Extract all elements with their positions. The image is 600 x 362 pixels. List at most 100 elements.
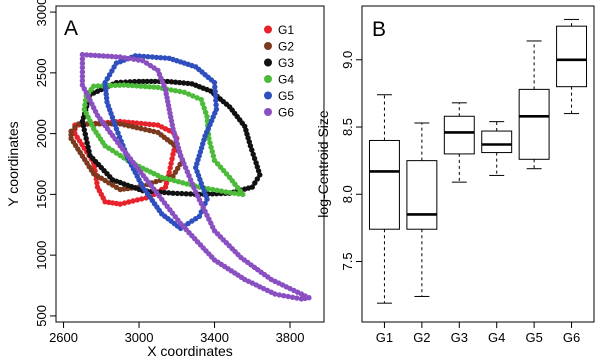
series-g4-point bbox=[175, 179, 182, 185]
series-g4-point bbox=[223, 189, 229, 195]
series-g4-point bbox=[95, 83, 101, 89]
series-g3-point bbox=[131, 78, 138, 85]
series-g6-point bbox=[294, 295, 300, 301]
series-g4-point bbox=[82, 102, 88, 108]
series-g4-point bbox=[116, 82, 123, 88]
series-g3-point bbox=[250, 151, 256, 157]
series-g4-point bbox=[180, 180, 186, 186]
panel-b-y-label: log-Centroid Size bbox=[315, 110, 331, 218]
series-g6-point bbox=[109, 53, 115, 60]
series-g6-point bbox=[179, 156, 185, 163]
series-g1-point bbox=[169, 156, 175, 162]
series-g5-point bbox=[104, 99, 110, 105]
series-g4-point bbox=[235, 191, 242, 197]
series-g2-point bbox=[72, 124, 78, 131]
series-g3-point bbox=[209, 191, 216, 197]
series-g5-point bbox=[202, 200, 208, 207]
series-g1-point bbox=[121, 200, 128, 206]
series-g3-point bbox=[247, 143, 254, 149]
series-g2-point bbox=[151, 128, 157, 135]
series-g6-point bbox=[100, 53, 107, 59]
series-g6-point bbox=[79, 64, 86, 71]
series-g3-point bbox=[82, 131, 89, 137]
series-g1-point bbox=[126, 199, 132, 205]
x-tick-label: G3 bbox=[451, 330, 468, 345]
series-g4-point bbox=[134, 83, 140, 89]
series-g4-point bbox=[108, 82, 114, 89]
series-g5-point bbox=[116, 134, 123, 140]
series-g5-point bbox=[213, 102, 219, 108]
series-g6-point bbox=[187, 177, 194, 183]
series-g4-point bbox=[190, 93, 196, 99]
series-g6-point bbox=[104, 53, 111, 59]
series-g4-point bbox=[209, 148, 215, 155]
panel-b-label: B bbox=[372, 18, 386, 41]
panel-a-x-axis: 2600 3000 3400 3800 bbox=[49, 322, 304, 345]
y-tick-label: 3000 bbox=[34, 0, 49, 27]
panel-b: B G1 G2 G3 G4 G5 G6 7.5 8.0 8.5 9.0 log-Centroid… bbox=[315, 5, 595, 345]
series-g1-point bbox=[170, 151, 176, 157]
series-g4-point bbox=[91, 83, 97, 89]
x-tick-label: G6 bbox=[563, 330, 580, 345]
series-g5-point bbox=[212, 88, 218, 95]
series-g3-point bbox=[181, 80, 187, 86]
box-g2 bbox=[406, 122, 438, 297]
series-g2-point bbox=[175, 165, 181, 171]
x-tick-label: G1 bbox=[376, 330, 393, 345]
series-g2-point bbox=[117, 121, 123, 127]
series-g4-point bbox=[184, 181, 190, 187]
series-g4-point bbox=[231, 190, 238, 196]
legend-swatch bbox=[264, 25, 272, 34]
series-g2-point bbox=[68, 135, 74, 142]
series-g4-point bbox=[168, 87, 174, 93]
series-g3-point bbox=[252, 180, 258, 186]
series-g3-point bbox=[80, 123, 87, 129]
series-g6-point bbox=[79, 56, 86, 62]
x-tick-label: G4 bbox=[488, 330, 505, 345]
series-g2-point bbox=[142, 126, 148, 133]
series-g5-point bbox=[145, 54, 151, 60]
series-g4-point bbox=[142, 83, 148, 90]
series-g3-point bbox=[161, 189, 168, 196]
series-g3-point bbox=[176, 79, 183, 86]
y-tick-label: 7.5 bbox=[340, 252, 355, 270]
series-g4-point bbox=[177, 88, 183, 95]
box-g4 bbox=[481, 121, 513, 176]
series-g6-point bbox=[191, 185, 197, 191]
x-tick-label: 2600 bbox=[49, 330, 78, 345]
series-g4-point bbox=[163, 175, 169, 182]
series-g4-point bbox=[146, 84, 153, 90]
x-tick-label: G5 bbox=[525, 330, 542, 345]
series-g4-point bbox=[113, 150, 120, 156]
panel-b-x-axis: G1 G2 G3 G4 G5 G6 bbox=[376, 322, 580, 345]
series-g3-point bbox=[84, 140, 90, 146]
series-g2-point bbox=[146, 127, 153, 134]
series-g3-point bbox=[254, 176, 260, 182]
panel-a-legend: G1 G2 G3 G4 G5 G6 bbox=[264, 23, 294, 120]
series-g4-point bbox=[167, 176, 173, 183]
series-g3-point bbox=[164, 78, 171, 85]
series-g6-point bbox=[186, 173, 192, 179]
legend-item-g4: G4 bbox=[264, 73, 294, 87]
series-g4-point bbox=[151, 84, 157, 90]
series-g6-point bbox=[126, 55, 132, 62]
legend-item-g3: G3 bbox=[264, 56, 294, 70]
series-g3-point bbox=[144, 78, 150, 85]
series-g3-point bbox=[86, 148, 92, 154]
series-g4-point bbox=[202, 109, 209, 116]
series-g3-point bbox=[187, 191, 194, 197]
series-g4-point bbox=[218, 188, 225, 194]
series-g2-point bbox=[125, 123, 132, 129]
series-g2-point bbox=[153, 178, 159, 185]
series-g4 bbox=[81, 82, 246, 198]
series-g1-point bbox=[142, 121, 148, 127]
iqr-box bbox=[518, 88, 550, 160]
y-tick-label: 1000 bbox=[34, 241, 49, 270]
y-tick-label: 1500 bbox=[34, 180, 49, 209]
series-g4-point bbox=[194, 95, 200, 101]
series-g3-point bbox=[185, 80, 191, 87]
series-g6-point bbox=[117, 54, 123, 60]
series-g6-point bbox=[79, 69, 86, 75]
series-g2-point bbox=[172, 169, 179, 175]
series-g4-point bbox=[201, 105, 207, 111]
